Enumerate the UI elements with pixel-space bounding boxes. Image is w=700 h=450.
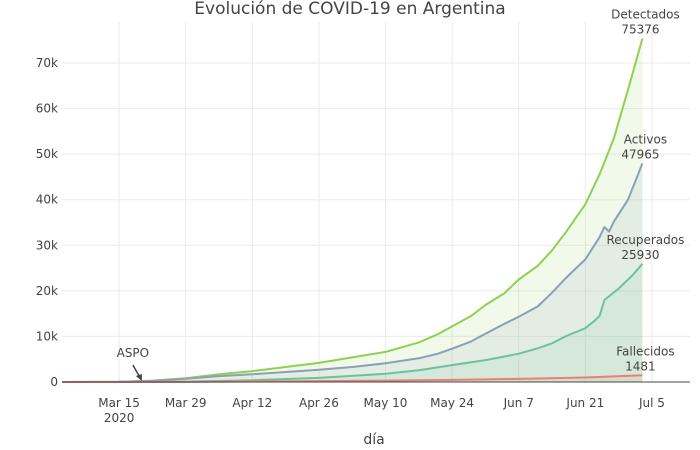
detectados-annotation-value: 75376 [621,23,659,37]
recuperados-annotation-label: Recuperados [606,233,684,247]
y-tick-label: 10k [36,329,58,343]
y-tick-label: 20k [36,284,58,298]
y-tick-label: 70k [36,56,58,70]
activos-line [61,163,644,383]
detectados-area [62,38,643,382]
y-tick-label: 50k [36,147,58,161]
x-tick-sublabel: 2020 [104,411,135,425]
recuperados-annotation-value: 25930 [621,248,659,262]
x-axis-label: día [363,432,384,448]
y-tick-label: 0 [50,375,58,389]
x-tick-label: Jun 7 [503,396,534,410]
fallecidos-area [62,375,643,382]
x-tick-label: May 24 [430,396,474,410]
x-tick-label: Mar 29 [165,396,207,410]
y-tick-label: 60k [36,102,58,116]
detectados-annotation-label: Detectados [611,8,680,22]
detectados-line [61,38,644,383]
chart-title: Evolución de COVID-19 en Argentina [194,0,505,19]
aspo-label: ASPO [117,346,150,360]
fallecidos-annotation-value: 1481 [625,359,656,373]
recuperados-area [62,263,643,382]
x-tick-label: Mar 15 [98,396,140,410]
activos-annotation-value: 47965 [621,147,659,161]
y-axis-ticks: 0 10k 20k 30k 40k 50k 60k 70k [36,56,58,389]
aspo-annotation: ASPO [117,346,150,381]
x-tick-label: Apr 26 [299,396,339,410]
recuperados-line [62,263,644,383]
x-tick-label: Jul 5 [638,396,665,410]
activos-annotation-label: Activos [624,132,667,146]
gridlines [62,22,690,382]
activos-area [62,163,643,382]
fallecidos-annotation-label: Fallecidos [616,344,674,358]
x-tick-label: Jun 21 [565,396,604,410]
aspo-arrowhead [135,374,142,381]
x-tick-label: Apr 12 [232,396,272,410]
y-tick-label: 30k [36,238,58,252]
x-tick-label: May 10 [364,396,408,410]
series-layer [61,38,690,383]
y-tick-label: 40k [36,193,58,207]
